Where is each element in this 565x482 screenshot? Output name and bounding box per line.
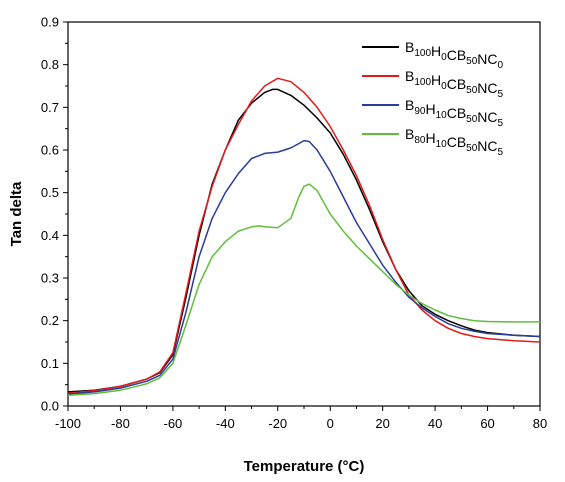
legend-label: B80H10CB50NC5 [405, 126, 504, 158]
x-tick-label: 60 [480, 416, 494, 431]
y-tick-label: 0.9 [41, 15, 59, 30]
x-tick-label: -80 [111, 416, 130, 431]
legend-label: B100H0CB50NC5 [405, 68, 504, 100]
x-tick-label: -100 [55, 416, 81, 431]
y-tick-label: 0.3 [41, 271, 59, 286]
y-tick-label: 0.8 [41, 57, 59, 72]
y-tick-label: 0.6 [41, 143, 59, 158]
x-tick-label: 0 [327, 416, 334, 431]
y-tick-label: 0.5 [41, 185, 59, 200]
axes: -100 -80 -60 -40 -20 0 20 40 60 80 0.0 0.1 0.2 0.3 0.4… [41, 15, 547, 432]
legend-label: B100H0CB50NC0 [405, 39, 504, 71]
data-series [67, 77, 541, 397]
legend: B100H0CB50NC0B100H0CB50NC5B90H10CB50NC5B… [362, 39, 504, 158]
y-tick-label: 0.1 [41, 356, 59, 371]
x-tick-label: -40 [216, 416, 235, 431]
series-line-b100h0cb50nc0 [67, 88, 541, 393]
x-tick-label: -20 [268, 416, 287, 431]
y-tick-label: 0.4 [41, 228, 59, 243]
series-line-b90h10cb50nc5 [67, 139, 541, 395]
y-tick-label: 0.7 [41, 100, 59, 115]
series-line-b80h10cb50nc5 [67, 183, 540, 397]
x-tick-label: 20 [375, 416, 389, 431]
x-axis-title: Temperature (°C) [244, 458, 365, 475]
x-tick-label: 80 [533, 416, 547, 431]
plot-frame [67, 21, 541, 407]
x-tick-label: 40 [428, 416, 442, 431]
series-line-b100h0cb50nc5 [67, 77, 541, 394]
legend-label: B90H10CB50NC5 [405, 97, 504, 129]
y-tick-label: 0.2 [41, 313, 59, 328]
y-axis-title: Tan delta [8, 181, 25, 246]
y-tick-label: 0.0 [41, 399, 59, 414]
x-tick-label: -60 [163, 416, 182, 431]
